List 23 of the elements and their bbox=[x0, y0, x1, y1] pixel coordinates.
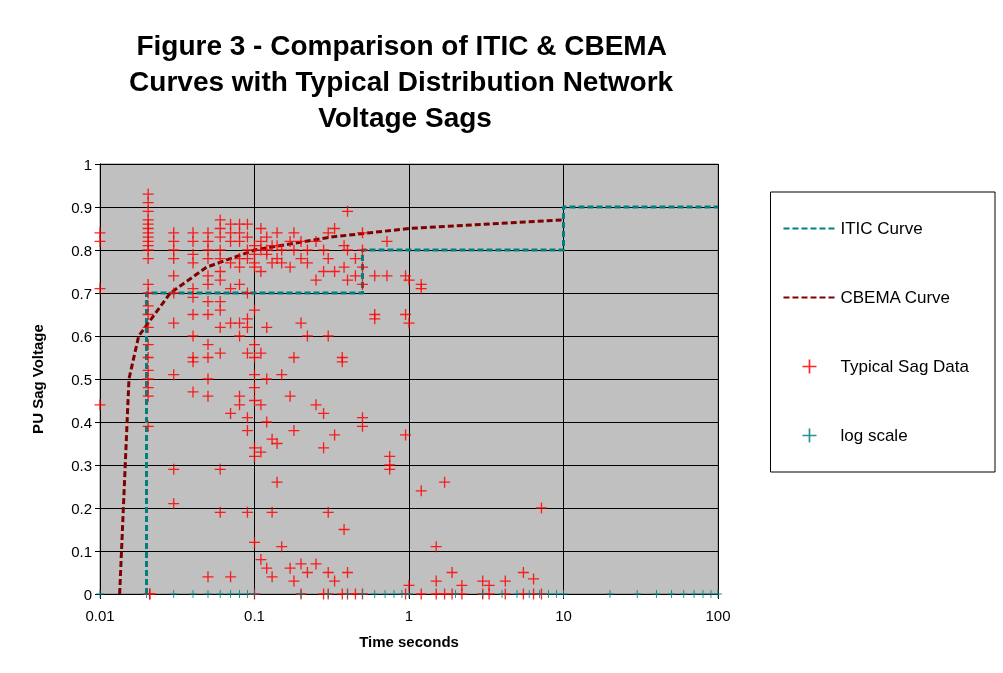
y-tick-label: 0.5 bbox=[71, 370, 92, 388]
y-tick-label: 0.2 bbox=[71, 499, 92, 517]
y-tick-label: 0.7 bbox=[71, 284, 92, 302]
y-axis-title: PU Sag Voltage bbox=[29, 324, 46, 434]
x-tick-label: 1 bbox=[404, 607, 414, 624]
legend-label: ITIC Curve bbox=[840, 219, 923, 238]
y-tick-label: 0.6 bbox=[71, 327, 92, 345]
y-tick-label: 0.1 bbox=[71, 542, 92, 560]
y-tick-label: 0.9 bbox=[71, 198, 92, 216]
y-tick-label: 0.3 bbox=[71, 456, 92, 474]
y-tick-label: 1 bbox=[83, 155, 92, 173]
x-tick-label: 10 bbox=[555, 607, 572, 624]
x-axis-title: Time seconds bbox=[359, 633, 459, 650]
legend-label: log scale bbox=[840, 426, 908, 445]
y-tick-label: 0 bbox=[83, 585, 92, 603]
legend-label: CBEMA Curve bbox=[840, 288, 951, 307]
y-tick-label: 0.4 bbox=[71, 413, 92, 431]
legend-label: Typical Sag Data bbox=[840, 357, 970, 376]
x-tick-label: 0.1 bbox=[244, 607, 265, 624]
x-tick-label: 0.01 bbox=[85, 607, 115, 624]
chart-title: Figure 3 - Comparison of ITIC & CBEMA Curves with Typical Distribution Network Voltage Sags bbox=[129, 29, 681, 133]
x-tick-label: 100 bbox=[705, 607, 731, 624]
y-tick-label: 0.8 bbox=[71, 241, 92, 259]
